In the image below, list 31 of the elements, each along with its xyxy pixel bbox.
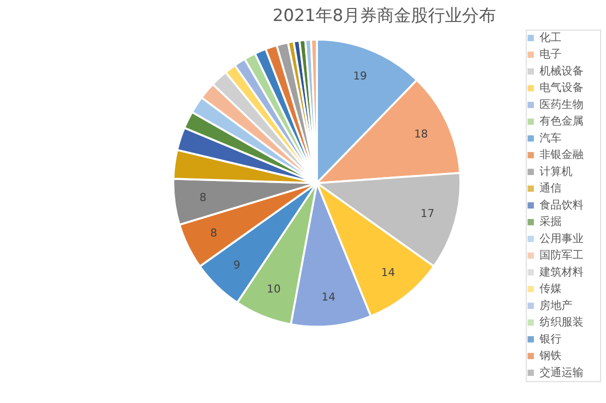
chart-title: 2021年8月券商金股行业分布	[272, 5, 496, 26]
data-label: 14	[322, 290, 336, 304]
legend-label: 房地产	[540, 298, 573, 312]
legend-label: 采掘	[540, 215, 562, 228]
legend-label: 公用事业	[540, 232, 584, 245]
data-label: 14	[381, 266, 396, 280]
legend-label: 电气设备	[540, 81, 584, 94]
legend-label: 电子	[540, 48, 562, 61]
legend-label: 汽车	[540, 131, 562, 144]
legend-label: 传媒	[540, 282, 562, 296]
legend-label: 银行	[538, 332, 562, 346]
data-label: 10	[266, 282, 281, 296]
legend-label: 食品饮料	[540, 198, 584, 212]
legend-label: 计算机	[540, 164, 573, 178]
legend-label: 国防军工	[540, 248, 584, 262]
data-label: 8	[210, 226, 218, 240]
legend-label: 交通运输	[540, 366, 584, 379]
legend-label: 建筑材料	[538, 265, 584, 278]
data-label: 18	[414, 128, 428, 141]
legend-label: 通信	[540, 182, 562, 195]
legend-label: 纺织服装	[540, 316, 584, 329]
legend-label: 医药生物	[540, 98, 584, 111]
legend-label: 钢铁	[538, 349, 562, 362]
legend-label: 机械设备	[540, 64, 584, 78]
legend-label: 化工	[540, 30, 562, 44]
data-label: 8	[200, 191, 207, 204]
legend-label: 有色金属	[540, 114, 584, 128]
data-label: 19	[353, 70, 368, 83]
data-label: 9	[233, 258, 240, 272]
data-label: 17	[420, 207, 434, 220]
legend-label: 非银金融	[540, 148, 584, 162]
